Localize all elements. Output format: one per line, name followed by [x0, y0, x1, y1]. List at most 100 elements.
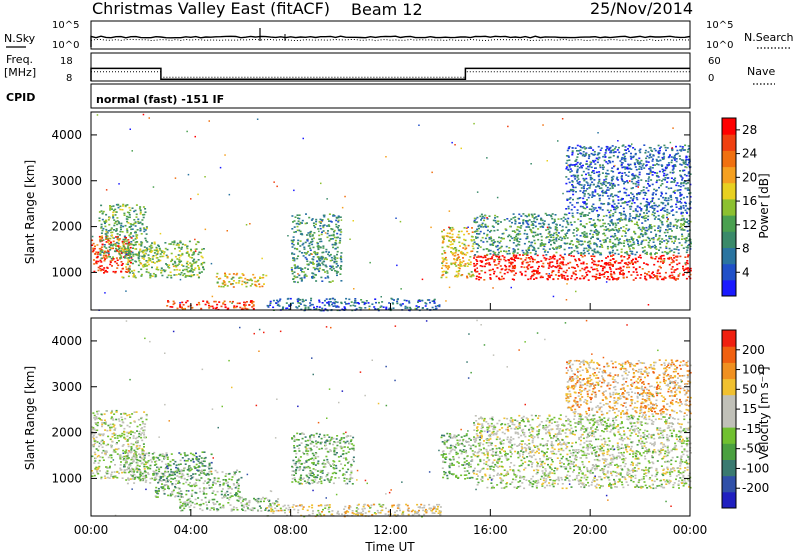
- heatmap-cell-power-9: [598, 219, 601, 222]
- heatmap-cell-power-1: [132, 235, 135, 237]
- heatmap-cell-power-9: [588, 245, 591, 248]
- heatmap-cell-power-9: [641, 216, 643, 218]
- heatmap-cell-power-8: [489, 269, 492, 271]
- heatmap-cell-power-8: [550, 266, 553, 268]
- heatmap-cell-velocity-0: [102, 459, 105, 461]
- heatmap-cell-power-4: [255, 285, 258, 288]
- heatmap-cell-power-8: [676, 263, 679, 266]
- heatmap-cell-velocity-1: [164, 463, 167, 466]
- heatmap-cell-power-2: [126, 249, 128, 251]
- heatmap-cell-power-9: [559, 236, 562, 239]
- heatmap-cell-power-3: [245, 308, 248, 310]
- heatmap-cell-power-9: [653, 218, 656, 220]
- heatmap-noise-power: [576, 234, 578, 236]
- heatmap-cell-power-10: [660, 146, 663, 148]
- heatmap-cell-velocity-0: [131, 458, 134, 461]
- heatmap-cell-power-10: [596, 193, 599, 195]
- heatmap-noise-power: [326, 198, 328, 200]
- heatmap-cell-power-6: [310, 299, 312, 302]
- heatmap-cell-power-8: [484, 263, 487, 265]
- heatmap-cell-power-10: [572, 189, 575, 192]
- heatmap-cell-power-10: [628, 171, 631, 173]
- heatmap-cell-power-9: [666, 220, 669, 223]
- heatmap-cell-power-10: [631, 199, 634, 202]
- heatmap-cell-power-9: [623, 245, 626, 247]
- power-heatmap: [91, 113, 692, 312]
- heatmap-cell-velocity-0: [144, 436, 146, 439]
- heatmap-cell-power-8: [521, 261, 524, 264]
- heatmap-cell-velocity-0: [91, 475, 94, 477]
- heatmap-cell-power-6: [399, 303, 402, 306]
- heatmap-cell-power-10: [611, 187, 614, 189]
- heatmap-cell-power-10: [645, 160, 648, 163]
- freq-frame: [90, 52, 691, 82]
- heatmap-cell-power-8: [555, 266, 558, 269]
- heatmap-cell-power-7: [465, 227, 468, 229]
- heatmap-cell-power-5: [299, 240, 302, 242]
- heatmap-cell-power-8: [673, 269, 676, 271]
- heatmap-cell-power-5: [291, 270, 294, 272]
- heatmap-cell-power-1: [128, 216, 131, 219]
- heatmap-cell-power-8: [512, 254, 515, 256]
- heatmap-cell-power-9: [656, 252, 658, 254]
- heatmap-cell-power-1: [134, 225, 137, 227]
- heatmap-cell-power-0: [116, 250, 118, 252]
- heatmap-cell-power-1: [125, 240, 128, 242]
- heatmap-cell-power-10: [688, 162, 690, 164]
- heatmap-cell-power-6: [299, 302, 302, 304]
- heatmap-cell-power-9: [551, 239, 554, 242]
- heatmap-cell-velocity-0: [124, 451, 127, 453]
- heatmap-cell-power-9: [609, 238, 612, 241]
- heatmap-cell-power-6: [267, 306, 270, 308]
- heatmap-cell-power-8: [673, 277, 676, 279]
- heatmap-cell-power-9: [668, 235, 670, 238]
- heatmap-cell-power-9: [518, 222, 521, 224]
- heatmap-cell-power-7: [461, 261, 464, 264]
- heatmap-cell-power-4: [232, 286, 235, 288]
- heatmap-cell-power-9: [551, 222, 554, 224]
- heatmap-cell-power-2: [185, 252, 188, 254]
- heatmap-cell-power-8: [502, 277, 505, 280]
- heatmap-cell-power-9: [606, 237, 609, 239]
- heatmap-cell-power-9: [668, 237, 671, 240]
- heatmap-cell-power-1: [119, 245, 122, 248]
- heatmap-cell-power-1: [109, 205, 111, 207]
- heatmap-cell-power-9: [492, 250, 495, 253]
- heatmap-cell-power-6: [419, 300, 421, 302]
- heatmap-cell-velocity-0: [131, 431, 134, 433]
- heatmap-cell-power-9: [637, 242, 639, 244]
- heatmap-cell-power-9: [534, 225, 537, 228]
- heatmap-cell-power-9: [531, 214, 534, 217]
- heatmap-cell-power-4: [221, 282, 224, 285]
- heatmap-cell-power-5: [318, 270, 321, 273]
- heatmap-cell-power-9: [618, 228, 620, 230]
- heatmap-cell-power-5: [306, 239, 309, 241]
- colorbar-tick-label: 20: [742, 170, 757, 184]
- heatmap-cell-power-10: [605, 172, 607, 175]
- heatmap-cell-power-9: [685, 246, 688, 249]
- heatmap-cell-power-9: [615, 224, 618, 226]
- heatmap-noise-power: [684, 262, 686, 264]
- heatmap-cell-power-6: [331, 297, 334, 300]
- heatmap-cell-power-3: [198, 303, 201, 306]
- heatmap-cell-power-2: [157, 244, 160, 247]
- heatmap-cell-power-10: [580, 165, 583, 167]
- heatmap-cell-power-5: [329, 281, 332, 283]
- heatmap-cell-power-2: [159, 259, 162, 262]
- heatmap-noise-power: [320, 182, 322, 185]
- heatmap-cell-power-10: [649, 154, 651, 157]
- heatmap-cell-power-8: [549, 261, 552, 264]
- heatmap-cell-power-9: [540, 235, 543, 238]
- heatmap-cell-power-10: [586, 188, 589, 190]
- heatmap-cell-power-8: [551, 261, 554, 263]
- cpid-value: normal (fast) -151 IF: [96, 93, 224, 106]
- heatmap-cell-power-7: [443, 229, 445, 231]
- heatmap-cell-power-7: [458, 236, 461, 239]
- heatmap-cell-power-9: [512, 242, 515, 244]
- heatmap-cell-power-5: [340, 265, 343, 267]
- heatmap-cell-power-10: [583, 190, 586, 192]
- heatmap-cell-power-10: [665, 149, 667, 152]
- heatmap-cell-power-8: [504, 259, 507, 262]
- heatmap-cell-power-9: [500, 245, 503, 248]
- heatmap-cell-power-9: [640, 232, 643, 235]
